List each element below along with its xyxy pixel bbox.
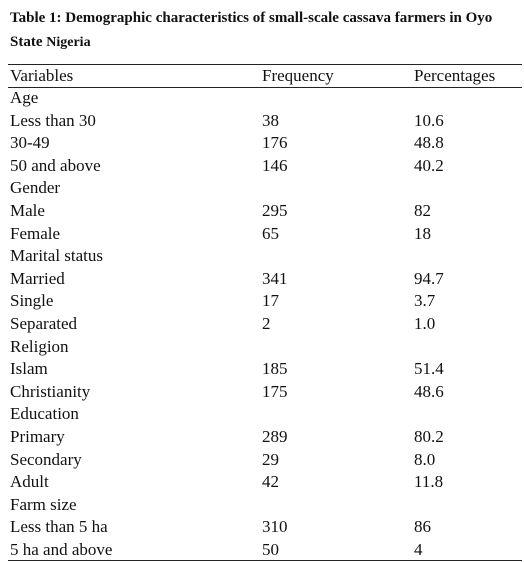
cell-frequency: 65 [262,223,279,243]
cell-variable: Primary [10,426,65,446]
table-row: Age [10,87,522,110]
cell-percentage [414,177,522,200]
table-caption: Table 1: Demographic characteristics of … [10,6,520,55]
cell-frequency [262,245,414,268]
cell-percentage: 80.2 [414,426,444,446]
cell-variable: Farm size [10,494,77,514]
cell-percentage: 86 [414,517,431,537]
cell-frequency [262,177,414,200]
table-row: Single 17 3.7 [10,290,522,313]
cell-frequency: 295 [262,200,288,220]
table-row: 30-49 176 48.8 [10,132,522,155]
cell-variable: Separated [10,313,78,333]
cell-frequency: 38 [262,110,279,130]
table-row: 5 ha and above 50 4 [10,539,522,562]
cell-percentage: 18 [414,223,431,243]
table-row: Male 295 82 [10,200,522,223]
table-row: Female 65 18 [10,223,522,246]
cell-variable: Less than 30 [10,110,96,130]
cell-variable: Christianity [10,381,91,401]
table-header-row: Variables Frequency Percentages [10,65,522,87]
cell-frequency: 17 [262,291,279,311]
table-row: 50 and above 146 40.2 [10,155,522,178]
cell-variable: Age [10,88,39,107]
cell-percentage [414,87,522,110]
table-row: Less than 30 38 10.6 [10,110,522,133]
cell-percentage [414,336,522,359]
cell-variable: Religion [10,336,69,356]
table-row: Married 341 94.7 [10,268,522,291]
table-row: Islam 185 51.4 [10,358,522,381]
table-header-rule [8,87,522,88]
cell-variable: Marital status [10,246,104,266]
cell-percentage: 1.0 [414,313,436,333]
cell-percentage: 48.6 [414,381,444,401]
table-row: Gender [10,177,522,200]
cell-percentage: 4 [414,539,423,559]
cell-variable: 5 ha and above [10,539,113,559]
cell-frequency: 42 [262,472,279,492]
table-bottom-rule [8,560,522,561]
table-row: Christianity 175 48.6 [10,381,522,404]
cell-variable: 30-49 [10,133,50,153]
cell-variable: Education [10,404,79,424]
cell-variable: Married [10,268,65,288]
cell-frequency: 176 [262,133,288,153]
cell-frequency: 310 [262,517,288,537]
header-frequency: Frequency [262,66,334,85]
cell-percentage [414,403,522,426]
table-top-rule [8,64,522,65]
cell-variable: Less than 5 ha [10,517,108,537]
cell-frequency: 289 [262,426,288,446]
cell-frequency: 341 [262,268,288,288]
table-row: Secondary 29 8.0 [10,449,522,472]
header-percentages: Percentages [414,66,496,85]
cell-frequency: 29 [262,449,279,469]
table-row: Religion [10,336,522,359]
table-row: Primary 289 80.2 [10,426,522,449]
cell-variable: Single [10,291,54,311]
cell-frequency: 2 [262,313,271,333]
cell-frequency: 50 [262,539,279,559]
header-variables: Variables [10,66,74,85]
cell-variable: Male [10,200,45,220]
cell-variable: Islam [10,359,48,379]
demographics-table: Variables Frequency Percentages Age Less … [10,65,522,561]
cell-percentage: 40.2 [414,155,444,175]
table-row: Farm size [10,494,522,517]
cell-variable: Female [10,223,61,243]
table-row: Separated 2 1.0 [10,313,522,336]
cell-percentage [414,494,522,517]
cell-frequency [262,494,414,517]
cell-percentage [414,245,522,268]
cell-percentage: 11.8 [414,472,444,492]
cell-percentage: 10.6 [414,110,444,130]
cell-frequency [262,336,414,359]
table-row: Marital status [10,245,522,268]
cell-frequency [262,87,414,110]
table-row: Education [10,403,522,426]
table-body: Age Less than 30 38 10.6 30-49 176 48.8 50 and … [10,87,522,561]
cell-percentage: 3.7 [414,291,436,311]
cell-frequency [262,403,414,426]
cell-percentage: 48.8 [414,133,444,153]
cell-variable: Secondary [10,449,82,469]
cell-percentage: 8.0 [414,449,436,469]
cell-frequency: 146 [262,155,288,175]
cell-variable: 50 and above [10,155,101,175]
cell-variable: Gender [10,178,61,198]
table-row: Less than 5 ha 310 86 [10,516,522,539]
table-caption-tail: Nigeria [46,35,91,50]
cell-percentage: 82 [414,200,431,220]
table-caption-title: Table 1: Demographic characteristics of … [10,10,493,50]
cell-percentage: 51.4 [414,359,444,379]
cell-frequency: 175 [262,381,288,401]
cell-frequency: 185 [262,359,288,379]
cell-variable: Adult [10,472,49,492]
cell-percentage: 94.7 [414,268,444,288]
table-row: Adult 42 11.8 [10,471,522,494]
